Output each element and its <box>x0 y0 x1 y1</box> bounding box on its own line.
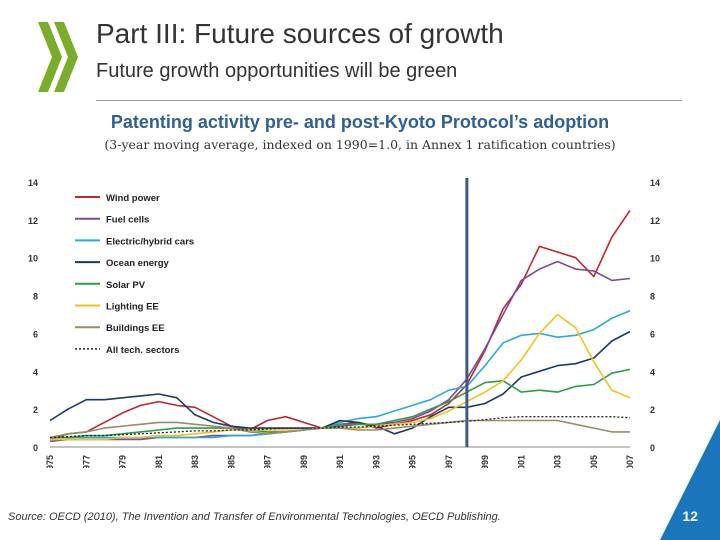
x-tick-label: 1989 <box>299 455 309 468</box>
series-line <box>49 260 631 443</box>
y-tick-label-left: 4 <box>33 367 38 377</box>
legend: Wind power Fuel cells Electric/hybrid cars… <box>75 193 194 356</box>
logo-chevron-left <box>38 22 62 92</box>
legend-label: All tech. sectors <box>106 345 179 356</box>
page-number: 12 <box>682 508 698 524</box>
slide-subtitle: Future growth opportunities will be gree… <box>96 60 458 82</box>
x-tick-label: 1999 <box>480 455 490 468</box>
x-tick-label: 1993 <box>371 455 381 468</box>
x-tick-label: 2003 <box>553 455 563 468</box>
y-axis-left: 0 2 4 6 8 10 12 14 <box>28 178 38 453</box>
legend-label: Wind power <box>106 193 160 204</box>
y-tick-label-left: 10 <box>28 254 38 264</box>
chart-subtitle: (3-year moving average, indexed on 1990=… <box>104 137 616 152</box>
corner-accent <box>660 420 720 540</box>
x-tick-label: 1997 <box>444 455 454 468</box>
y-tick-label-right: 10 <box>650 254 660 264</box>
x-tick-label: 1981 <box>154 455 164 468</box>
y-tick-label-left: 2 <box>33 405 38 415</box>
x-tick-label: 1977 <box>81 455 91 468</box>
y-tick-label-left: 14 <box>28 178 38 188</box>
series-line <box>49 419 630 439</box>
y-tick-label-right: 0 <box>650 443 655 453</box>
source-note: Source: OECD (2010), The Invention and T… <box>8 511 501 523</box>
legend-label: Ocean energy <box>106 258 170 269</box>
y-tick-label-left: 12 <box>28 216 38 226</box>
y-tick-label-right: 12 <box>650 216 660 226</box>
series-layer <box>49 178 631 447</box>
y-axis-right: 0 2 4 6 8 10 12 14 <box>650 178 660 453</box>
y-tick-label-right: 8 <box>650 292 655 302</box>
y-tick-label-left: 8 <box>33 292 38 302</box>
series-line <box>50 368 631 439</box>
slide-title: Part III: Future sources of growth <box>96 18 504 49</box>
x-tick-label: 1991 <box>335 455 345 468</box>
x-tick-label: 2005 <box>589 455 599 468</box>
y-tick-label-left: 6 <box>33 329 38 339</box>
x-tick-label: 1987 <box>263 455 273 468</box>
y-tick-label-right: 14 <box>650 178 660 188</box>
title-divider <box>96 100 682 101</box>
x-tick-label: 2007 <box>625 455 635 468</box>
y-tick-label-right: 6 <box>650 329 655 339</box>
series-line <box>49 416 631 439</box>
legend-label: Buildings EE <box>106 323 165 334</box>
legend-label: Fuel cells <box>106 215 149 226</box>
legend-label: Solar PV <box>106 280 146 291</box>
y-tick-label-left: 0 <box>33 443 38 453</box>
x-tick-label: 1983 <box>190 455 200 468</box>
series-line <box>49 330 631 435</box>
x-tick-label: 2001 <box>516 455 526 468</box>
legend-label: Electric/hybrid cars <box>106 236 194 247</box>
logo-chevron-right <box>54 22 78 92</box>
line-chart: 0 2 4 6 8 10 12 14 0 2 4 6 8 10 12 14 1975 1977 1979 1981… <box>28 178 660 468</box>
x-axis: 1975 1977 1979 1981 1983 1985 1987 1989 1991 1993… <box>45 446 635 468</box>
y-tick-label-right: 4 <box>650 367 655 377</box>
x-tick-label: 1979 <box>118 455 128 468</box>
chart-title: Patenting activity pre- and post-Kyoto P… <box>110 112 610 132</box>
y-tick-label-right: 2 <box>650 405 655 415</box>
x-tick-label: 1975 <box>45 455 55 468</box>
legend-label: Lighting EE <box>106 302 159 313</box>
x-tick-label: 1985 <box>226 455 236 468</box>
oecd-logo <box>38 22 78 92</box>
x-tick-label: 1995 <box>408 455 418 468</box>
